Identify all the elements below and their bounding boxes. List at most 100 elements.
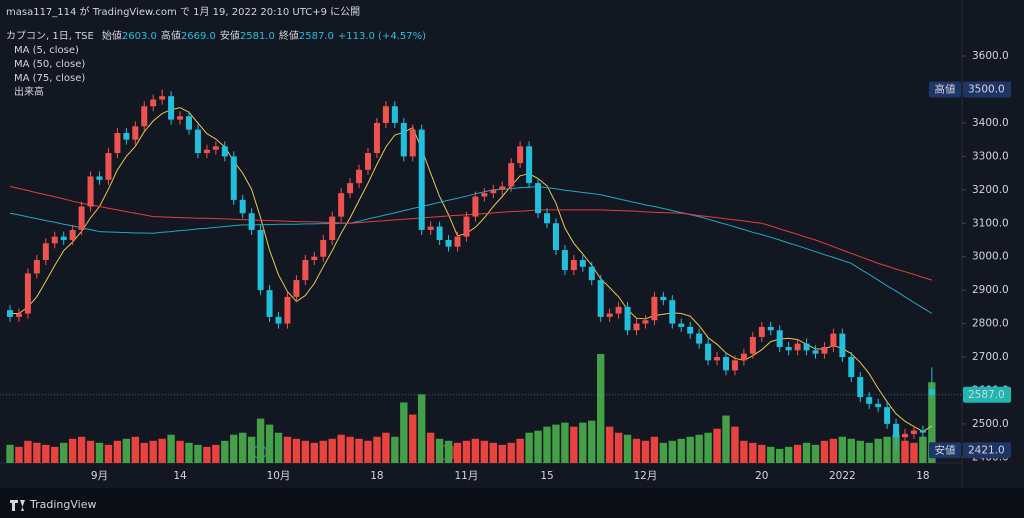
y-tick-label: 3200.0: [972, 184, 1009, 196]
ohlc-value: 2603.0: [122, 31, 157, 42]
candle-body: [705, 343, 712, 361]
x-tick-label: 14: [173, 470, 187, 482]
volume-bar: [838, 436, 847, 463]
volume-bar: [292, 438, 301, 463]
volume-bar: [6, 444, 14, 463]
x-tick-label: 12月: [634, 470, 658, 482]
volume-bar: [883, 436, 891, 463]
candle-body: [105, 153, 112, 180]
candle-body: [365, 153, 371, 170]
volume-bar: [256, 418, 265, 463]
candle-body: [454, 236, 461, 247]
candle-body: [526, 146, 533, 184]
volume-bar: [328, 438, 336, 463]
indicator-name: MA (50, close): [14, 59, 85, 70]
candle-body: [311, 256, 318, 261]
volume-bar: [319, 440, 327, 463]
x-tick-label: 18: [916, 470, 929, 482]
volume-bar: [77, 436, 86, 463]
volume-bar: [811, 444, 820, 463]
price-badge-name-bg: [929, 442, 961, 459]
volume-bar: [695, 434, 703, 463]
price-badge-name: 安値: [935, 443, 956, 456]
volume-bar: [623, 434, 632, 463]
candle-body: [723, 357, 729, 371]
indicator-name: MA (75, close): [14, 73, 85, 84]
candle-body: [803, 343, 810, 351]
volume-bar: [265, 424, 274, 463]
price-badge-name-bg: [929, 81, 961, 98]
candle-body: [150, 99, 157, 107]
volume-bar: [239, 432, 247, 463]
candle-body: [678, 323, 685, 327]
volume-bar: [543, 426, 551, 463]
x-tick-label: 9月: [91, 470, 108, 482]
candle-body: [409, 129, 416, 157]
volume-bar: [784, 446, 793, 463]
volume-bar: [426, 432, 435, 463]
volume-bar: [158, 438, 166, 463]
candle-body: [687, 326, 694, 334]
candle-body: [42, 243, 49, 261]
candle-body: [78, 206, 85, 230]
volume-bar: [820, 440, 829, 463]
volume-bar: [614, 432, 623, 463]
x-tick-label: 18: [370, 470, 383, 482]
volume-bar: [104, 444, 113, 463]
price-badge-name: 高値: [935, 83, 956, 96]
price-badge: [963, 442, 1011, 459]
candle-body: [731, 360, 738, 371]
candle-body: [606, 313, 613, 317]
volume-bar: [42, 444, 50, 463]
volume-bar: [230, 434, 238, 463]
volume-bar: [758, 444, 766, 463]
candle-body: [436, 226, 443, 240]
volume-bar: [149, 440, 157, 463]
x-tick-label: 15: [540, 470, 553, 482]
volume-bar: [167, 434, 175, 463]
candle-body: [758, 326, 765, 337]
volume-bar: [435, 438, 444, 463]
candle-body: [642, 320, 649, 324]
volume-bar: [51, 446, 59, 463]
candle-body: [132, 126, 139, 140]
candle-body: [60, 236, 67, 240]
y-tick-label: 3400.0: [972, 117, 1009, 129]
indicator-name: MA (5, close): [14, 45, 79, 56]
y-tick-label: 2700.0: [972, 351, 1009, 363]
candle-body: [893, 423, 900, 438]
candle-body: [884, 407, 891, 424]
ma-line: [9, 186, 932, 281]
candle-body: [544, 213, 550, 224]
volume-bar: [364, 440, 372, 463]
candle-body: [866, 397, 873, 404]
volume-bar: [552, 424, 560, 463]
volume-bar: [605, 426, 614, 463]
candle-body: [400, 122, 407, 157]
volume-bar: [346, 436, 354, 463]
volume-bar: [203, 446, 211, 463]
y-tick-label: 2800.0: [972, 318, 1009, 330]
candle-body: [776, 330, 783, 347]
volume-bar: [722, 415, 730, 463]
volume-bar: [597, 354, 605, 463]
volume-bar: [686, 436, 694, 463]
candle-body: [615, 306, 622, 314]
candle-body: [794, 343, 801, 351]
candle-body: [212, 146, 219, 150]
volume-bar: [400, 402, 408, 463]
candle-body: [7, 310, 13, 317]
candle-body: [633, 323, 640, 331]
ohlc-name: 安値: [220, 29, 240, 42]
volume-bar: [409, 414, 417, 463]
candle-body: [302, 260, 309, 281]
candle-body: [499, 186, 506, 190]
volume-bar: [274, 432, 283, 463]
footer-logo: [10, 500, 25, 511]
price-badge-label: 2421.0: [968, 444, 1005, 456]
ma-line: [9, 185, 933, 314]
volume-bar: [749, 442, 757, 463]
volume-bar: [910, 442, 918, 463]
volume-bar: [310, 442, 318, 463]
volume-bar: [650, 436, 659, 463]
